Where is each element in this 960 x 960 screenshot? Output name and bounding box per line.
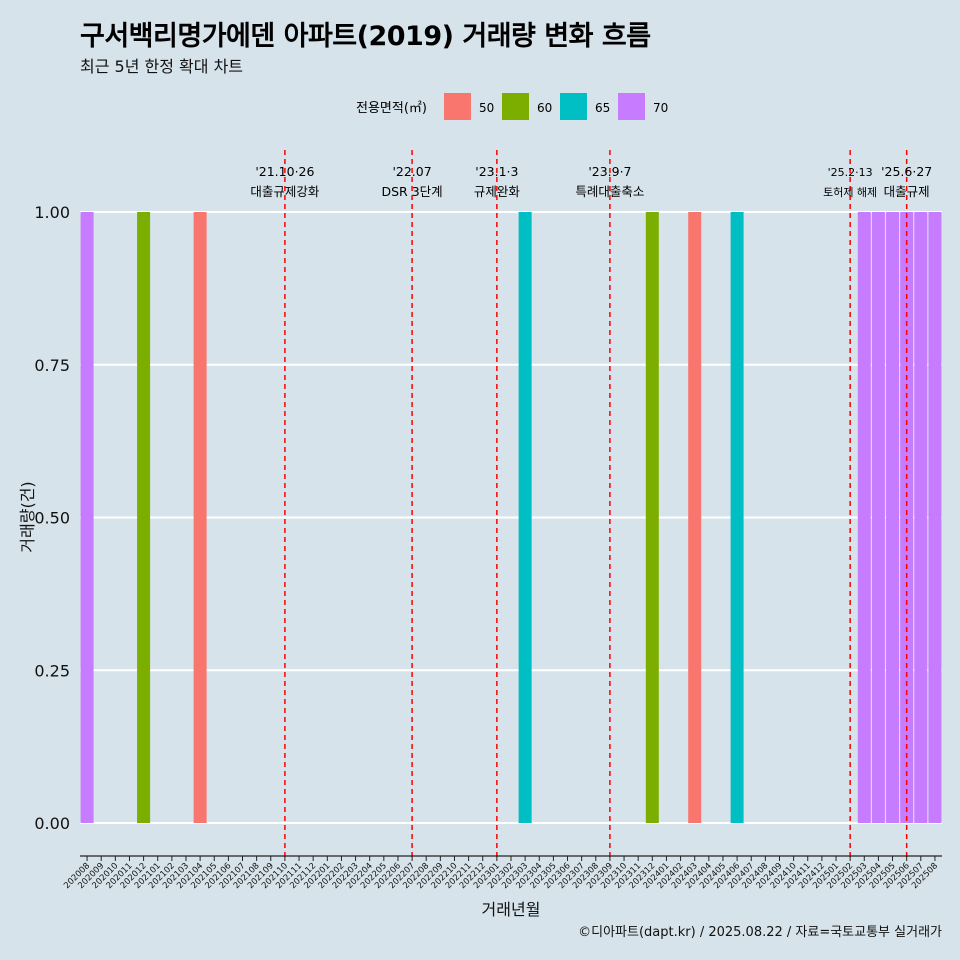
event-label: 토허제 해제 bbox=[823, 185, 877, 199]
legend: 전용면적(㎡) 50 60 65 70 bbox=[356, 93, 668, 120]
event-label: DSR 3단계 bbox=[381, 184, 442, 199]
y-tick-label: 1.00 bbox=[34, 203, 70, 222]
bar-202403-50 bbox=[688, 212, 702, 823]
event-label: 대출규제강화 bbox=[250, 184, 320, 199]
grid-lines bbox=[80, 211, 942, 824]
event-label: 대출규제 bbox=[884, 184, 930, 199]
event-label: 특례대출축소 bbox=[575, 184, 644, 199]
bar-202505-70 bbox=[886, 212, 900, 823]
policy-events: '21.10·26 대출규제강화 '22.07 DSR 3단계 '23.1·3 규제완화 '… bbox=[250, 150, 932, 858]
bar-202507-70 bbox=[914, 212, 928, 823]
bar-202104-50 bbox=[193, 212, 207, 823]
page-subtitle: 최근 5년 한정 확대 차트 bbox=[80, 57, 244, 76]
legend-key-60 bbox=[502, 93, 529, 120]
page-title: 구서백리명가에덴 아파트(2019) 거래량 변화 흐름 bbox=[80, 21, 651, 52]
event-date: '23.9·7 bbox=[588, 164, 631, 179]
bar-202303-65 bbox=[518, 212, 532, 823]
y-tick-label: 0.50 bbox=[34, 509, 70, 528]
bar-202012-60 bbox=[137, 212, 151, 823]
y-axis-title: 거래량(건) bbox=[18, 481, 37, 552]
legend-key-50 bbox=[444, 93, 471, 120]
event-date: '25.6·27 bbox=[881, 164, 932, 179]
event-date: '21.10·26 bbox=[255, 164, 314, 179]
footer-source: ©디아파트(dapt.kr) / 2025.08.22 / 자료=국토교통부 실… bbox=[578, 925, 942, 940]
legend-label-60: 60 bbox=[537, 101, 552, 115]
event-date: '22.07 bbox=[392, 164, 431, 179]
y-tick-label: 0.00 bbox=[34, 814, 70, 833]
bar-202506-70 bbox=[900, 212, 914, 823]
bar-202508-70 bbox=[928, 212, 942, 823]
legend-label-70: 70 bbox=[653, 101, 668, 115]
legend-label-50: 50 bbox=[479, 101, 494, 115]
bar-202504-70 bbox=[871, 212, 885, 823]
bar-202406-65 bbox=[730, 212, 744, 823]
x-axis-title: 거래년월 bbox=[482, 900, 541, 919]
legend-label-65: 65 bbox=[595, 101, 610, 115]
bar-202008-70 bbox=[80, 212, 94, 823]
legend-title: 전용면적(㎡) bbox=[356, 101, 427, 116]
bar-202503-70 bbox=[857, 212, 871, 823]
y-tick-label: 0.25 bbox=[34, 661, 70, 680]
legend-key-65 bbox=[560, 93, 587, 120]
bar-202312-60 bbox=[645, 212, 659, 823]
legend-key-70 bbox=[618, 93, 645, 120]
y-axis: 0.00 0.25 0.50 0.75 1.00 bbox=[34, 203, 70, 833]
bars bbox=[80, 212, 942, 823]
x-axis: 2020082020092020102020112020122021012021… bbox=[62, 855, 942, 891]
y-tick-label: 0.75 bbox=[34, 356, 70, 375]
event-date: '23.1·3 bbox=[475, 164, 518, 179]
event-label: 규제완화 bbox=[474, 184, 521, 199]
event-date: '25.2·13 bbox=[828, 166, 873, 179]
